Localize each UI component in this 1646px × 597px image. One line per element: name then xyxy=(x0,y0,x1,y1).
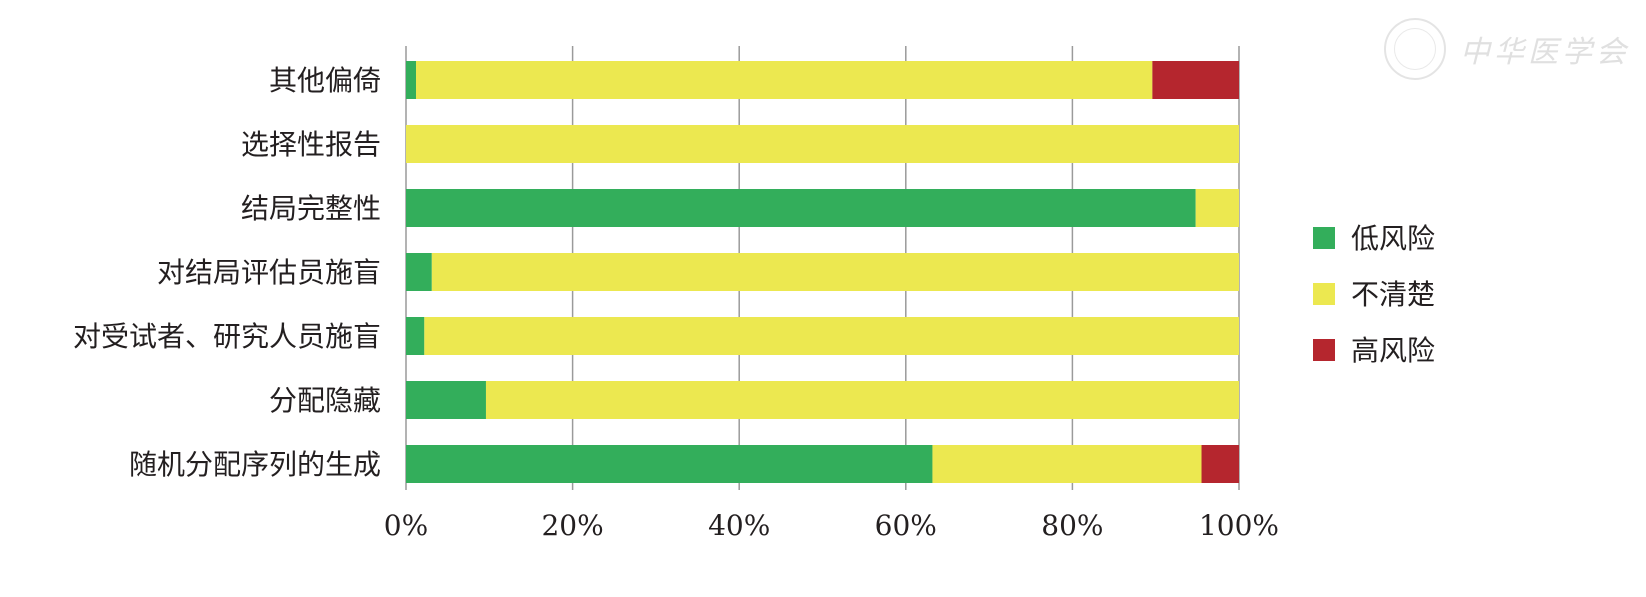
x-tick-label: 40% xyxy=(708,509,770,542)
category-label: 其他偏倚 xyxy=(269,64,381,97)
legend-swatch xyxy=(1313,227,1335,249)
bar-segment xyxy=(406,381,486,419)
bar-segment xyxy=(1152,61,1239,99)
bar-segment xyxy=(431,253,1239,291)
watermark-text: 中华医学会 xyxy=(1460,35,1630,70)
category-labels: 其他偏倚选择性报告结局完整性对结局评估员施盲对受试者、研究人员施盲分配隐藏随机分… xyxy=(73,64,381,481)
bar-segment xyxy=(406,317,425,355)
x-tick-labels: 0% 20% 40% 60% 80% 100% xyxy=(384,509,1279,542)
seal-icon xyxy=(1384,18,1446,80)
bar-segment xyxy=(406,125,1239,163)
legend-label: 高风险 xyxy=(1351,334,1435,367)
legend-swatch xyxy=(1313,339,1335,361)
x-tick-label: 80% xyxy=(1041,509,1103,542)
publisher-watermark: 中华医学会 xyxy=(1384,18,1630,80)
bars xyxy=(406,61,1239,483)
bar-segment xyxy=(424,317,1239,355)
bar-segment xyxy=(406,189,1196,227)
bar-segment xyxy=(406,61,416,99)
bar-segment xyxy=(1195,189,1239,227)
category-label: 分配隐藏 xyxy=(269,384,381,417)
legend-label: 低风险 xyxy=(1351,222,1435,255)
bar-segment xyxy=(932,445,1202,483)
bar-segment xyxy=(406,253,432,291)
bar-segment xyxy=(415,61,1153,99)
legend-label: 不清楚 xyxy=(1351,278,1435,311)
x-tick-label: 100% xyxy=(1199,509,1279,542)
category-label: 随机分配序列的生成 xyxy=(129,448,381,481)
bar-segment xyxy=(406,445,933,483)
category-label: 结局完整性 xyxy=(241,192,381,225)
x-tick-label: 20% xyxy=(541,509,603,542)
bar-segment xyxy=(485,381,1239,419)
category-label: 对受试者、研究人员施盲 xyxy=(73,320,381,353)
category-label: 对结局评估员施盲 xyxy=(157,256,381,289)
category-label: 选择性报告 xyxy=(241,128,381,161)
x-tick-label: 0% xyxy=(384,509,428,542)
legend-swatch xyxy=(1313,283,1335,305)
x-tick-label: 60% xyxy=(875,509,937,542)
bar-segment xyxy=(1201,445,1239,483)
